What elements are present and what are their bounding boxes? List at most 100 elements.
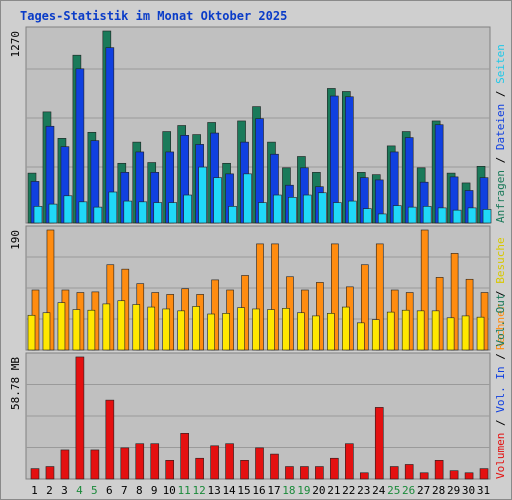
bar-besuche-9: [147, 306, 156, 351]
bar-volumen-17: [270, 453, 279, 480]
bar-rechner-17: [271, 243, 279, 351]
bar-seiten-5: [93, 206, 103, 224]
legend-separator: /: [494, 413, 507, 433]
bar-seiten-23: [362, 208, 372, 224]
bar-volumen-1: [30, 468, 40, 480]
bar-seiten-16: [258, 202, 267, 224]
x-label-20: 20: [312, 484, 325, 497]
bar-besuche-20: [312, 315, 320, 351]
bar-seiten-27: [422, 206, 432, 224]
bar-seiten-8: [138, 201, 148, 224]
bar-seiten-10: [168, 202, 178, 224]
x-label-23: 23: [357, 484, 370, 497]
bar-besuche-16: [252, 308, 260, 351]
legend-vol-in: Vol. In: [494, 366, 507, 412]
bar-volumen-15: [240, 460, 249, 480]
bar-rechner-29: [450, 253, 459, 351]
x-label-17: 17: [267, 484, 280, 497]
bar-volumen-20: [315, 466, 324, 480]
bar-volumen-16: [255, 447, 264, 480]
bar-besuche-10: [162, 308, 171, 351]
x-label-3: 3: [61, 484, 68, 497]
bar-seiten-1: [33, 206, 43, 224]
bar-besuche-14: [222, 313, 230, 351]
bar-seiten-25: [392, 205, 402, 224]
bar-rechner-27: [420, 229, 429, 351]
x-label-31: 31: [477, 484, 490, 497]
bar-seiten-2: [48, 203, 58, 224]
bar-volumen-3: [60, 449, 70, 480]
bar-seiten-31: [482, 209, 492, 224]
panel-2: 190: [9, 225, 491, 351]
x-label-2: 2: [46, 484, 53, 497]
legend-separator: /: [494, 150, 507, 170]
bar-volumen-21: [330, 457, 339, 480]
bar-volumen-7: [120, 447, 130, 480]
bar-volumen-13: [210, 445, 219, 480]
bar-volumen-30: [464, 472, 474, 480]
x-label-29: 29: [447, 484, 460, 497]
x-label-8: 8: [136, 484, 143, 497]
bar-besuche-21: [327, 313, 335, 351]
bar-seiten-6: [108, 191, 118, 224]
bar-volumen-31: [479, 468, 489, 480]
bar-rechner-21: [331, 243, 339, 351]
bar-rechner-24: [375, 243, 384, 351]
legend-separator: /: [494, 347, 507, 367]
bar-volumen-19: [300, 466, 309, 480]
bar-volumen-10: [165, 460, 175, 480]
bar-seiten-15: [243, 173, 252, 224]
bar-seiten-21: [333, 202, 342, 224]
bar-seiten-18: [288, 196, 297, 224]
x-label-16: 16: [252, 484, 265, 497]
bar-seiten-19: [303, 194, 312, 224]
bar-besuche-28: [431, 310, 440, 351]
legend-seiten: Seiten: [494, 44, 507, 84]
x-label-7: 7: [121, 484, 128, 497]
panel-1: 1270: [9, 26, 492, 224]
bar-volumen-29: [449, 470, 459, 480]
bar-besuche-17: [267, 309, 275, 351]
scale-label: 190: [9, 230, 22, 250]
bar-besuche-27: [416, 310, 425, 351]
x-label-13: 13: [207, 484, 220, 497]
bar-volumen-14: [225, 443, 234, 480]
bar-dateien-4: [75, 68, 85, 224]
bar-besuche-2: [42, 312, 51, 351]
bar-volumen-11: [180, 433, 189, 480]
legend-separator: /: [494, 284, 507, 304]
x-label-4: 4: [76, 484, 83, 497]
bar-volumen-6: [105, 399, 115, 480]
bar-volumen-4: [75, 356, 85, 480]
x-label-24: 24: [372, 484, 386, 497]
legend-top: Anfragen / Dateien / Seiten: [494, 44, 507, 223]
bar-volumen-12: [195, 457, 204, 480]
x-label-25: 25: [387, 484, 400, 497]
bar-rechner-16: [256, 243, 264, 351]
bar-seiten-12: [198, 166, 207, 224]
x-label-10: 10: [163, 484, 176, 497]
x-label-26: 26: [402, 484, 415, 497]
bar-rechner-2: [46, 229, 55, 351]
bar-seiten-28: [437, 207, 447, 224]
bar-seiten-4: [78, 201, 88, 224]
bar-besuche-24: [371, 319, 380, 351]
x-label-12: 12: [193, 484, 206, 497]
bar-volumen-28: [434, 460, 444, 480]
legend-anfragen: Anfragen: [494, 170, 507, 223]
x-label-21: 21: [327, 484, 340, 497]
bar-volumen-5: [90, 449, 100, 480]
legend-rechner: Rechner: [494, 303, 507, 350]
x-label-28: 28: [432, 484, 445, 497]
x-label-30: 30: [462, 484, 475, 497]
bar-besuche-3: [57, 302, 66, 351]
bar-seiten-7: [123, 200, 133, 224]
bar-besuche-6: [102, 303, 111, 351]
bar-besuche-31: [476, 316, 485, 351]
bar-seiten-26: [407, 206, 417, 224]
bar-besuche-23: [356, 322, 365, 351]
bar-besuche-19: [297, 312, 305, 351]
legend-bottom: Volumen / Vol. In / Vol. Out: [494, 294, 507, 479]
